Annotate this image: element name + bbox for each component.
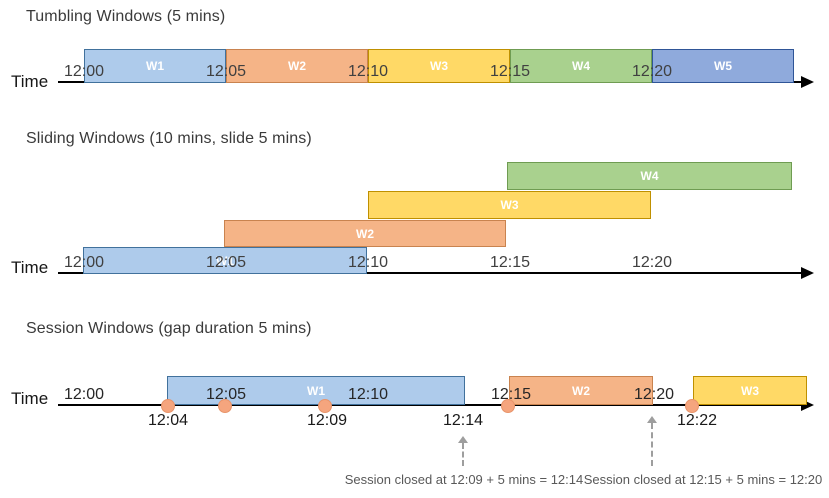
session-axis-tick-label: 12:20 xyxy=(633,386,675,403)
session-close-arrow-icon xyxy=(647,416,657,466)
window-label: W3 xyxy=(741,383,759,398)
sliding-axis-tick-label: 12:05 xyxy=(205,254,247,271)
tumbling-time-axis-arrowhead-icon xyxy=(801,76,814,88)
window-label: W2 xyxy=(572,383,590,398)
sliding-window-w2: W2 xyxy=(224,220,506,247)
session-event-time-label: 12:14 xyxy=(442,412,484,429)
arrow-head-icon xyxy=(647,416,657,423)
tumbling-time-axis-label: Time xyxy=(11,72,49,91)
session-event-dot-icon xyxy=(161,399,175,413)
session-axis-tick-label: 12:05 xyxy=(205,386,247,403)
sliding-window-w4: W4 xyxy=(507,162,792,190)
sliding-time-axis-arrowhead-icon xyxy=(801,267,814,279)
session-axis-tick-label: 12:15 xyxy=(490,386,532,403)
tumbling-axis-tick-label: 12:05 xyxy=(205,63,247,80)
session-axis-tick-label: 12:10 xyxy=(347,386,389,403)
sliding-window-w1: W1 xyxy=(83,247,367,274)
session-close-arrow-icon xyxy=(458,436,468,466)
sliding-title: Sliding Windows (10 mins, slide 5 mins) xyxy=(26,130,312,147)
sliding-axis-tick-label: 12:15 xyxy=(489,254,531,271)
session-window-w1: W1 xyxy=(167,376,465,405)
session-event-dot-icon xyxy=(318,399,332,413)
window-label: W1 xyxy=(307,383,325,398)
tumbling-axis-tick-label: 12:00 xyxy=(63,63,105,80)
tumbling-axis-tick-label: 12:15 xyxy=(489,63,531,80)
window-label: W4 xyxy=(640,169,659,183)
session-event-time-label: 12:04 xyxy=(147,412,189,429)
sliding-axis-tick-label: 12:20 xyxy=(631,254,673,271)
tumbling-axis-tick-label: 12:10 xyxy=(347,63,389,80)
window-label: W5 xyxy=(714,59,732,73)
session-event-time-label: 12:09 xyxy=(306,412,348,429)
session-event-time-label: 12:22 xyxy=(676,412,718,429)
session-close-annotation: Session closed at 12:15 + 5 mins = 12:20 xyxy=(583,472,823,487)
sliding-axis-tick-label: 12:10 xyxy=(347,254,389,271)
tumbling-window-w4: W4 xyxy=(510,49,652,83)
tumbling-title: Tumbling Windows (5 mins) xyxy=(26,8,226,25)
window-label: W3 xyxy=(500,198,519,212)
session-window-w3: W3 xyxy=(693,376,807,405)
window-label: W2 xyxy=(356,226,374,241)
session-close-annotation: Session closed at 12:09 + 5 mins = 12:14 xyxy=(344,472,584,487)
sliding-time-axis-line xyxy=(58,272,801,274)
session-event-dot-icon xyxy=(501,399,515,413)
arrow-stem xyxy=(651,423,653,466)
sliding-time-axis-label: Time xyxy=(11,258,49,277)
session-event-dot-icon xyxy=(685,399,699,413)
window-label: W3 xyxy=(430,59,448,73)
window-label: W1 xyxy=(146,59,164,73)
arrow-stem xyxy=(462,443,464,466)
session-event-dot-icon xyxy=(218,399,232,413)
sliding-axis-tick-label: 12:00 xyxy=(63,254,105,271)
session-axis-tick-label: 12:00 xyxy=(63,386,105,403)
arrow-head-icon xyxy=(458,436,468,443)
session-title: Session Windows (gap duration 5 mins) xyxy=(26,320,312,337)
tumbling-axis-tick-label: 12:20 xyxy=(631,63,673,80)
window-label: W1 xyxy=(216,253,234,268)
tumbling-window-w5: W5 xyxy=(652,49,794,83)
tumbling-window-w3: W3 xyxy=(368,49,510,83)
session-time-axis-label: Time xyxy=(11,389,49,408)
session-time-axis-line xyxy=(58,404,801,406)
tumbling-window-w2: W2 xyxy=(226,49,368,83)
window-label: W2 xyxy=(288,59,306,73)
window-label: W4 xyxy=(572,59,590,73)
sliding-window-w3: W3 xyxy=(368,191,651,219)
tumbling-window-w1: W1 xyxy=(84,49,226,83)
session-window-w2: W2 xyxy=(509,376,653,405)
